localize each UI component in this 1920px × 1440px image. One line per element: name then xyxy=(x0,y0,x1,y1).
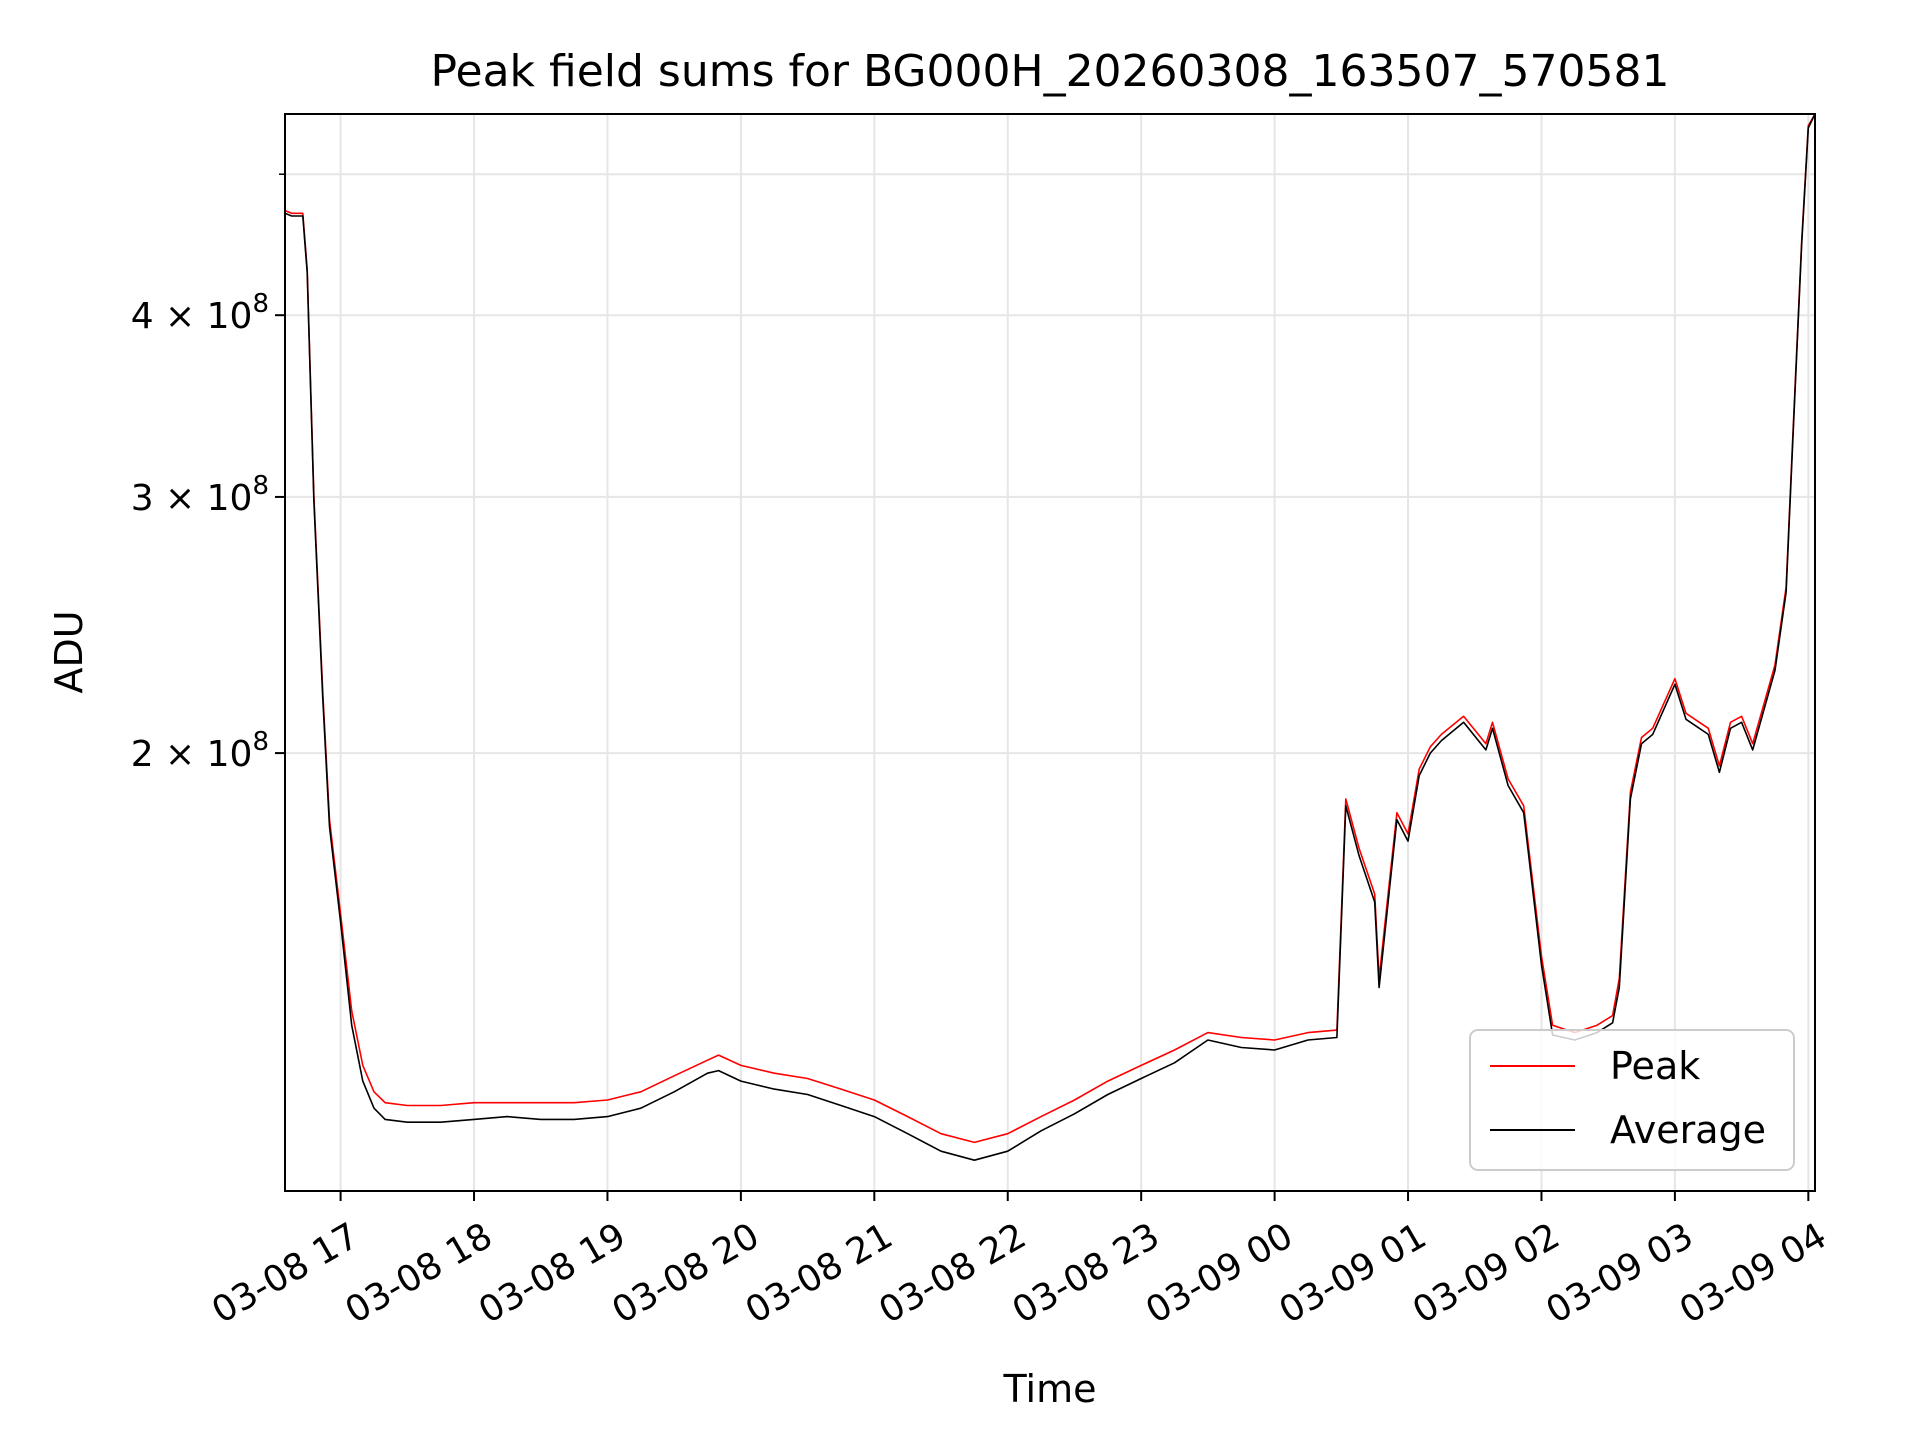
grid-lines xyxy=(285,114,1815,1191)
legend-label-average: Average xyxy=(1610,1108,1766,1152)
y-tick-base: 3 × 10 xyxy=(131,478,253,519)
series-line-peak xyxy=(284,113,1816,1144)
y-tick-exponent: 8 xyxy=(252,471,269,501)
legend: Peak Average xyxy=(1469,1029,1795,1171)
x-axis-label: Time xyxy=(1003,1367,1097,1411)
series-lines xyxy=(284,113,1816,1161)
y-tick-exponent: 8 xyxy=(252,727,269,757)
y-tick-exponent: 8 xyxy=(252,289,269,319)
y-tick-label: 3 × 108 xyxy=(131,471,269,519)
legend-label-peak: Peak xyxy=(1610,1044,1700,1088)
y-tick-label: 4 × 108 xyxy=(131,289,269,337)
y-axis-label: ADU xyxy=(47,610,91,693)
y-tick-label: 2 × 108 xyxy=(131,727,269,775)
y-tick-base: 2 × 10 xyxy=(131,734,253,775)
series-line-average xyxy=(284,113,1816,1161)
y-tick-base: 4 × 10 xyxy=(131,296,253,337)
plot-area-frame xyxy=(284,113,1816,1192)
chart-title: Peak field sums for BG000H_20260308_1635… xyxy=(431,46,1670,97)
